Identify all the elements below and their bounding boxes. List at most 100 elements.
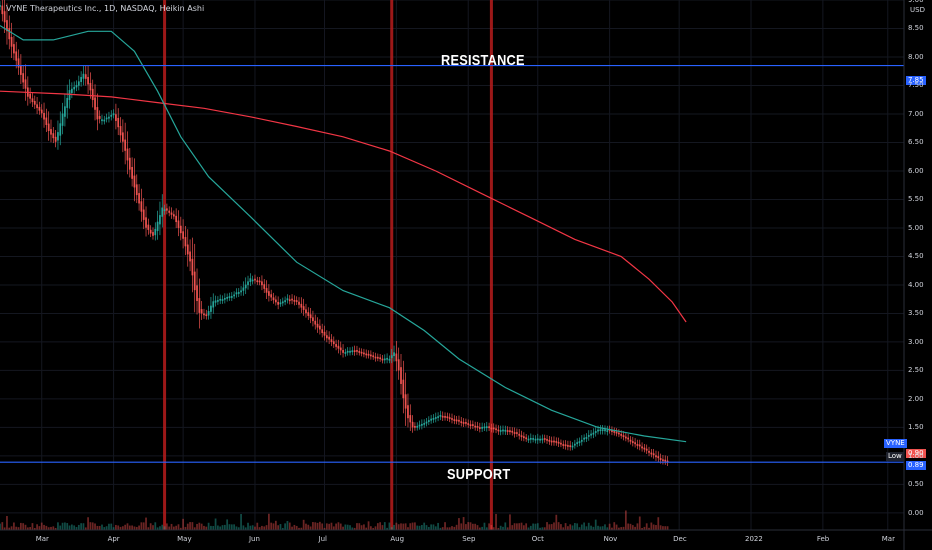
candle-body [33,100,36,105]
candle-body [128,157,131,170]
candle-body [592,432,595,435]
volume-bar [325,523,328,530]
candle-body [205,314,208,317]
volume-bar [212,526,215,530]
candle-body [516,432,518,434]
candle-body [618,432,620,435]
candle-body [624,436,627,439]
candle-body [645,448,648,451]
resistance-annotation: RESISTANCE [441,52,525,69]
candle-body [163,209,166,212]
candle-body [409,415,412,423]
volume-bar [182,518,184,530]
candle-body [52,133,55,139]
volume-bar [263,526,266,530]
candle-body [337,345,340,349]
candle-body [307,312,310,316]
candle-body [381,358,384,361]
candle-body [24,79,27,89]
volume-bar [390,527,393,530]
y-tick-label: 0.50 [908,480,924,489]
volume-bar [481,526,484,530]
volume-bar [488,523,490,530]
candle-body [170,212,173,215]
volume-bar [615,524,618,530]
volume-bar [59,525,62,530]
candle-body [321,329,324,334]
volume-bar [624,510,627,530]
volume-bar [573,523,576,530]
volume-bar [555,514,558,530]
volume-bar [184,526,187,530]
candle-body [50,129,52,135]
volume-bar [217,525,219,530]
volume-bar [346,524,349,530]
volume-bar [441,527,444,530]
candle-body [182,231,184,239]
candle-body [75,84,78,88]
candle-body [1,5,4,15]
candle-body [585,437,588,439]
candle-body [448,417,451,419]
candle-body [388,358,391,361]
volume-bar [655,525,657,530]
volume-bar [358,523,361,530]
volume-bar [599,526,602,530]
volume-bar [648,527,650,530]
candle-body [652,453,655,456]
volume-bar [156,527,159,530]
candle-body [367,353,370,356]
candle-body [22,73,25,83]
volume-bar [434,526,437,530]
candle-body [420,423,423,426]
volume-bar [478,527,481,530]
candle-body [342,350,344,353]
candle-body [54,136,57,142]
volume-bar [219,526,222,530]
volume-bar [583,522,585,530]
candle-body [393,352,395,357]
volume-bar [203,525,205,530]
volume-bar [177,524,180,530]
volume-bar [511,525,514,530]
volume-bar [469,522,472,530]
volume-bar [414,522,416,530]
candle-body [458,419,460,422]
volume-bar [650,522,653,530]
volume-bar [221,525,224,530]
volume-bar [425,525,428,530]
candle-body [478,427,481,429]
candle-body [407,405,409,419]
y-tick-label: 4.00 [908,280,924,289]
volume-bar [10,526,13,530]
volume-bar [465,524,467,530]
candle-body [539,438,541,441]
candle-body [8,28,11,40]
candle-body [370,354,372,357]
y-tick-label: 8.00 [908,52,924,61]
volume-bar [342,526,344,530]
candle-body [10,37,13,47]
volume-bar [117,525,120,530]
candle-body [66,98,69,108]
volume-bar [541,527,544,530]
y-tick-label: 3.00 [908,337,924,346]
volume-bar [546,522,548,530]
volume-bar [230,524,233,530]
candle-body [19,65,22,75]
volume-bar [460,523,463,530]
candle-body [200,309,203,314]
volume-bar [54,527,57,530]
candle-body [372,355,375,358]
volume-bar [594,519,597,530]
volume-bar [110,523,113,530]
candle-body [411,421,414,428]
volume-bar [379,522,382,530]
candle-body [237,292,240,294]
candle-body [328,336,331,340]
candle-body [346,350,349,353]
event-bands [163,0,493,530]
candle-body [481,426,484,429]
candle-body [522,436,525,439]
